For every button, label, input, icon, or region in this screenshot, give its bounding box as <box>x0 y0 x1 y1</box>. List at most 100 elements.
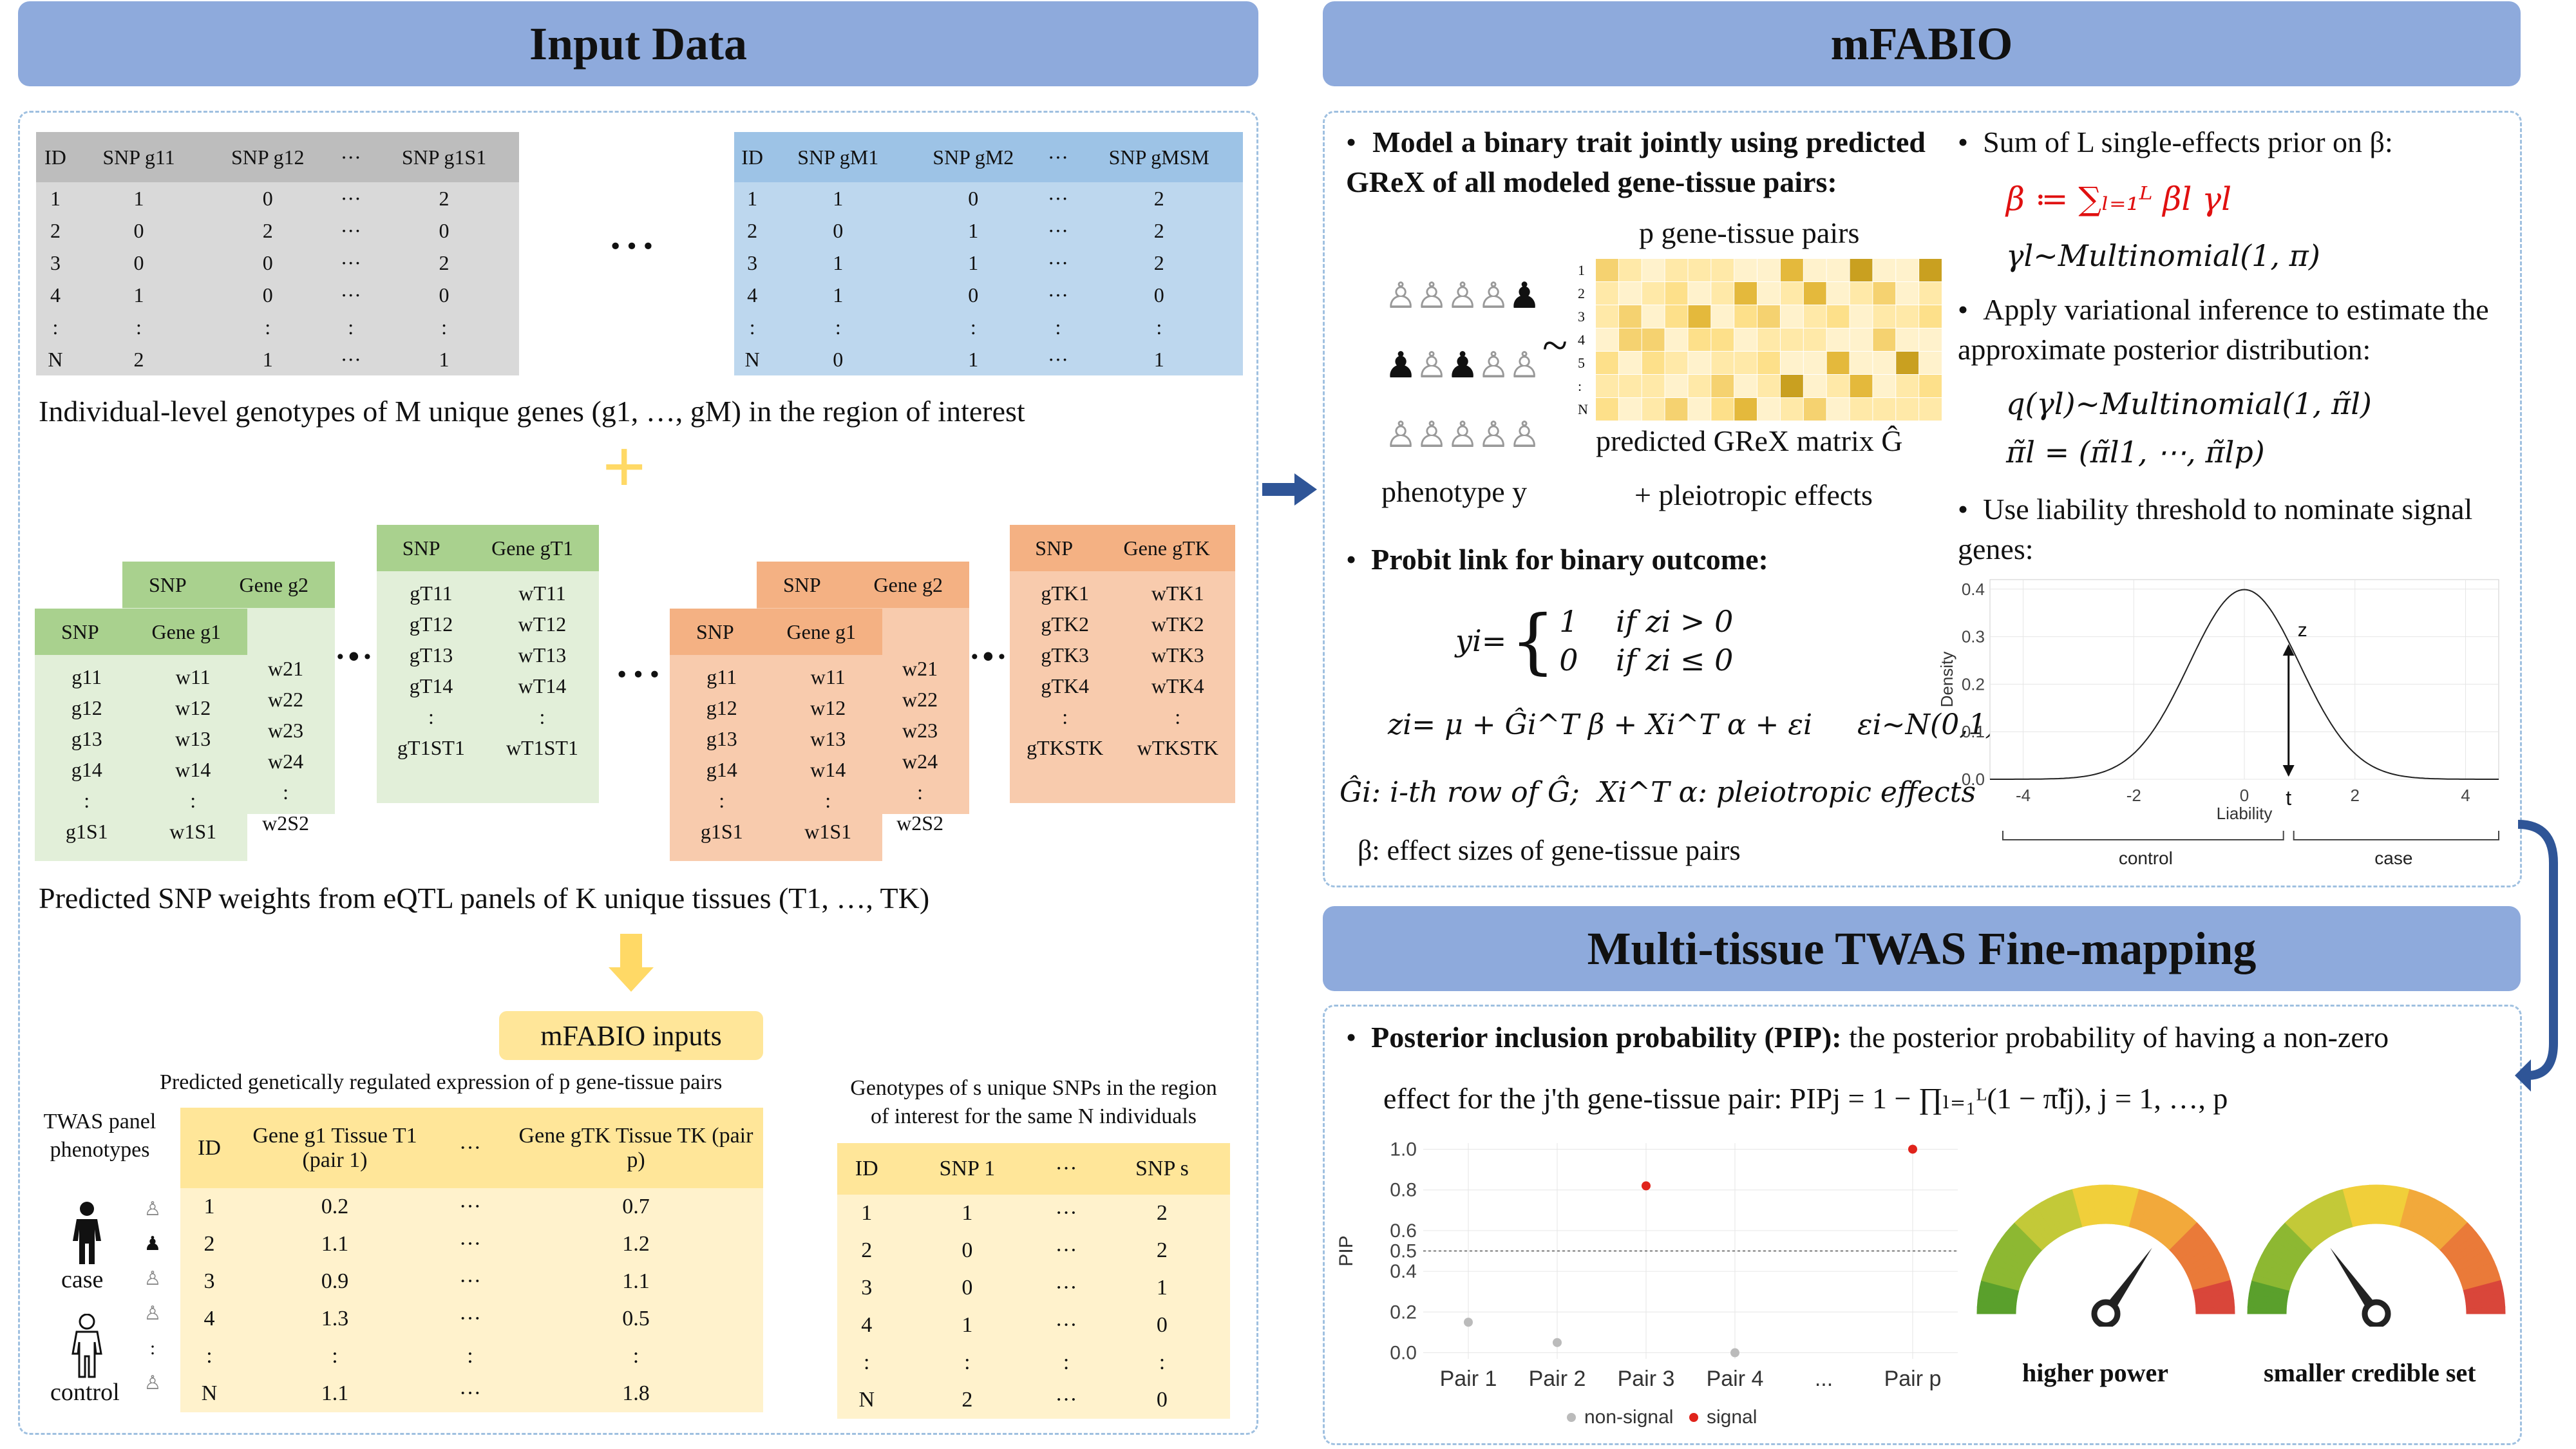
table-cell: ··· <box>459 1307 481 1331</box>
control-label: control <box>50 1379 120 1406</box>
weight-value: w21 <box>902 657 938 680</box>
table-cell: ··· <box>1055 1388 1077 1412</box>
finemap-title: Multi-tissue TWAS Fine-mapping <box>1587 922 2257 974</box>
snp-genotype-caption: Genotypes of s unique SNPs in the region… <box>824 1074 1243 1131</box>
input-data-banner: Input Data <box>18 1 1258 86</box>
heatmap-cell <box>1780 352 1803 374</box>
table-cell: 2 <box>1153 251 1164 274</box>
table-row: N 1.1 ··· 1.8 <box>180 1375 763 1412</box>
heatmap-cell <box>1873 328 1896 351</box>
heatmap-cell <box>1757 375 1780 397</box>
heatmap-cell <box>1850 305 1873 328</box>
table-cell: 0 <box>961 1276 973 1300</box>
snp-value: gT13 <box>409 643 453 667</box>
table-header: SNP g1S1 <box>401 145 487 169</box>
weight-value: wT1ST1 <box>506 736 578 759</box>
z-label: z <box>2298 620 2307 641</box>
heatmap-row-labels: 1 2 3 4 5 : N <box>1578 259 1588 421</box>
table-cell: 0 <box>968 186 979 210</box>
heatmap-cell <box>1896 259 1919 281</box>
heatmap-cell <box>1896 352 1919 374</box>
weight-value: : <box>825 789 831 812</box>
heatmap-cell <box>1642 282 1665 305</box>
bullet-dot: • <box>1958 493 1984 526</box>
heatmap-cell <box>1919 305 1942 328</box>
twas-panel-label: TWAS panel phenotypes <box>26 1108 174 1164</box>
snp-value: : <box>1062 705 1068 728</box>
table-header: Gene g1 Tissue T1 (pair 1) <box>252 1123 417 1172</box>
table-cell: N <box>201 1381 218 1405</box>
snp-genotype-table: ID SNP 1 ··· SNP s 1 1 ··· 2 2 0 ··· 2 3 0 ··· 1 4 1 ·… <box>837 1143 1230 1420</box>
smaller-set-label: smaller credible set <box>2264 1358 2476 1387</box>
weight-value: w22 <box>902 688 938 711</box>
table-cell: 1 <box>50 186 61 210</box>
weight-value: w2S2 <box>262 811 309 835</box>
table-cell: 1 <box>833 251 844 274</box>
tilde-sign: ~ <box>1542 319 1567 371</box>
table-row: 2 1.1 ··· 1.2 <box>180 1226 763 1263</box>
gauge-needle <box>2330 1247 2382 1318</box>
heatmap-cell <box>1642 328 1665 351</box>
heatmap-cell <box>1642 398 1665 421</box>
table-cell: 2 <box>50 218 61 242</box>
table-row: 3 0 ··· 1 <box>837 1269 1230 1307</box>
weight-value: w1S1 <box>169 820 217 843</box>
y-tick-label: 0.6 <box>1390 1220 1417 1242</box>
table-cell: 1.1 <box>321 1232 349 1256</box>
table-cell: 0 <box>133 251 144 274</box>
table-cell: 3 <box>50 251 61 274</box>
legend-marker <box>1567 1413 1576 1422</box>
table-cell: 2 <box>262 218 273 242</box>
heatmap-cell <box>1688 398 1711 421</box>
gauge-segment <box>2466 1307 2506 1314</box>
table-row: ::::: <box>36 311 519 343</box>
definition-line: Ĝi: i-th row of Ĝ; Xi^T α: pleiotropic e… <box>1340 776 1976 809</box>
table-header: SNP g11 <box>102 145 175 169</box>
bullet-liability: • Use liability threshold to nominate si… <box>1958 489 2499 569</box>
bullet-model-text: Model a binary trait jointly using predi… <box>1346 126 1926 198</box>
legend-marker <box>1689 1413 1698 1422</box>
person-icon: ♙ <box>144 1198 162 1220</box>
weight-value: : <box>539 705 545 728</box>
eq-y-case0: 0 if zi ≤ 0 <box>1559 643 1734 677</box>
y-tick-label: 0.4 <box>1962 580 1985 599</box>
bullet-probit: • Probit link for binary outcome: <box>1346 540 1768 580</box>
heatmap-cell <box>1780 259 1803 281</box>
heatmap-cell <box>1734 352 1757 374</box>
table-cell: 2 <box>1153 218 1164 242</box>
case-region-label: case <box>2374 848 2412 868</box>
table-cell: 1.8 <box>622 1381 650 1405</box>
heatmap-cell <box>1780 282 1803 305</box>
weight-value: w14 <box>175 758 211 781</box>
smaller-set-gauge <box>2247 1184 2506 1327</box>
bullet-model-binary: • Model a binary trait jointly using pre… <box>1346 122 1926 202</box>
snp-caption-line1: Genotypes of s unique SNPs in the region <box>850 1076 1217 1100</box>
heatmap-cell <box>1642 375 1665 397</box>
y-tick-label: 0.8 <box>1390 1180 1417 1201</box>
table-row: N 2 ··· 0 <box>837 1381 1230 1419</box>
table-cell: 0.5 <box>622 1307 650 1331</box>
weight-value: wT13 <box>518 643 567 667</box>
heatmap-cell <box>1711 352 1734 374</box>
higher-power-label: higher power <box>2022 1358 2169 1387</box>
person-icon: ♙ <box>144 1303 162 1324</box>
heatmap-cell <box>1618 398 1642 421</box>
bullet-dot: • <box>1958 126 1984 158</box>
heatmap-cell <box>1618 352 1642 374</box>
table-row: 4 1.3 ··· 0.5 <box>180 1300 763 1338</box>
bullet-variational-text: Apply variational inference to estimate … <box>1958 293 2489 366</box>
heatmap-cell <box>1688 328 1711 351</box>
heatmap-cell <box>1919 375 1942 397</box>
x-tick-label: Pair 4 <box>1707 1367 1764 1391</box>
table-cell: 0.7 <box>622 1195 650 1218</box>
heatmap-cell <box>1711 259 1734 281</box>
table-cell: : <box>1063 1350 1070 1374</box>
mfabio-inputs-label: mFABIO inputs <box>499 1011 763 1060</box>
weight-value: wTK3 <box>1151 643 1204 667</box>
table-cell: ··· <box>459 1232 481 1256</box>
snp-value: gT1ST1 <box>397 736 465 759</box>
table-cell: : <box>749 315 755 339</box>
table-row: 3 1 1 ··· 2 <box>734 247 1243 279</box>
snp-value: g11 <box>71 665 102 688</box>
table-cell: : <box>136 315 142 339</box>
